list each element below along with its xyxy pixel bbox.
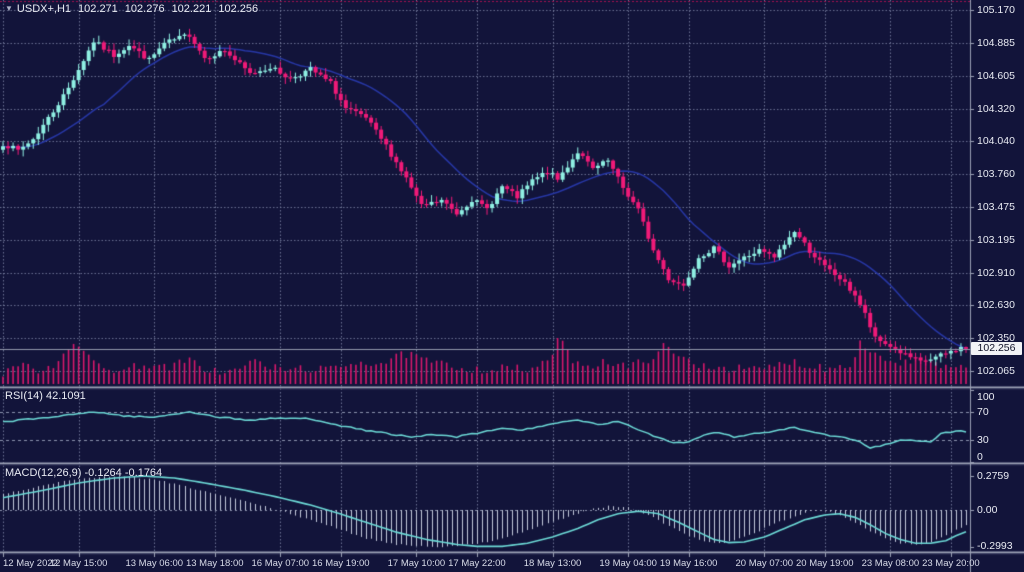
time-tick-label: 19 May 04:00 <box>599 558 657 569</box>
chart-title: ▼ USDX+,H1 102.271 102.276 102.221 102.256 <box>5 3 258 15</box>
rsi-tick-label: 100 <box>977 391 995 403</box>
time-tick-label: 19 May 16:00 <box>659 558 718 569</box>
macd-signal-value: -0.1764 <box>124 467 163 479</box>
time-tick-label: 20 May 19:00 <box>796 558 854 569</box>
price-tick-label: 103.195 <box>977 233 1015 246</box>
time-tick-label: 12 May 15:00 <box>49 558 108 569</box>
macd-main-value: -0.1264 <box>84 467 122 479</box>
ohlc-close: 102.256 <box>218 3 259 15</box>
price-tick-label: 104.320 <box>977 102 1015 115</box>
time-tick-label: 16 May 07:00 <box>251 558 310 569</box>
rsi-indicator-label: RSI(14) 42.1091 <box>5 390 86 402</box>
price-tick-label: 102.910 <box>977 266 1015 279</box>
price-tick-label: 104.605 <box>977 69 1015 82</box>
rsi-value: 42.1091 <box>45 390 86 402</box>
time-tick-label: 23 May 20:00 <box>922 558 980 569</box>
rsi-label: RSI(14) <box>5 390 43 402</box>
time-tick-label: 13 May 06:00 <box>125 558 184 569</box>
time-tick-label: 17 May 22:00 <box>448 558 506 569</box>
rsi-tick-label: 30 <box>977 434 989 447</box>
time-tick-label: 18 May 13:00 <box>523 558 582 569</box>
price-tick-label: 102.630 <box>977 299 1015 312</box>
time-tick-label: 12 May 2022 <box>3 558 58 569</box>
macd-tick-label: 0.00 <box>977 504 998 516</box>
ohlc-open: 102.271 <box>78 3 118 15</box>
rsi-tick-label: 0 <box>977 451 983 463</box>
time-tick-label: 16 May 19:00 <box>312 558 370 569</box>
macd-label: MACD(12,26,9) <box>5 467 82 479</box>
time-tick-label: 23 May 08:00 <box>861 558 920 569</box>
price-tick-label: 103.760 <box>977 167 1015 180</box>
price-tick-label: 102.065 <box>977 365 1015 377</box>
current-price-value: 102.256 <box>977 342 1016 355</box>
price-tick-label: 104.040 <box>977 135 1015 148</box>
symbol-marker-icon: ▼ <box>5 4 13 13</box>
current-price-marker: 102.256 <box>971 342 1022 356</box>
ohlc-high: 102.276 <box>124 3 165 15</box>
macd-tick-label: -0.2993 <box>977 540 1013 552</box>
time-tick-label: 20 May 07:00 <box>735 558 794 569</box>
rsi-tick-label: 70 <box>977 405 989 418</box>
time-tick-label: 13 May 18:00 <box>185 558 244 569</box>
macd-tick-label: 0.2759 <box>977 470 1010 483</box>
price-tick-label: 105.170 <box>977 4 1015 16</box>
price-tick-label: 104.885 <box>977 37 1015 50</box>
symbol-name: USDX+,H1 <box>16 3 72 15</box>
time-tick-label: 17 May 10:00 <box>387 558 446 569</box>
ohlc-low: 102.221 <box>171 3 212 15</box>
macd-indicator-label: MACD(12,26,9) -0.1264 -0.1764 <box>5 467 162 479</box>
price-tick-label: 103.475 <box>977 201 1015 214</box>
price-tick-label: 102.350 <box>977 331 1015 344</box>
